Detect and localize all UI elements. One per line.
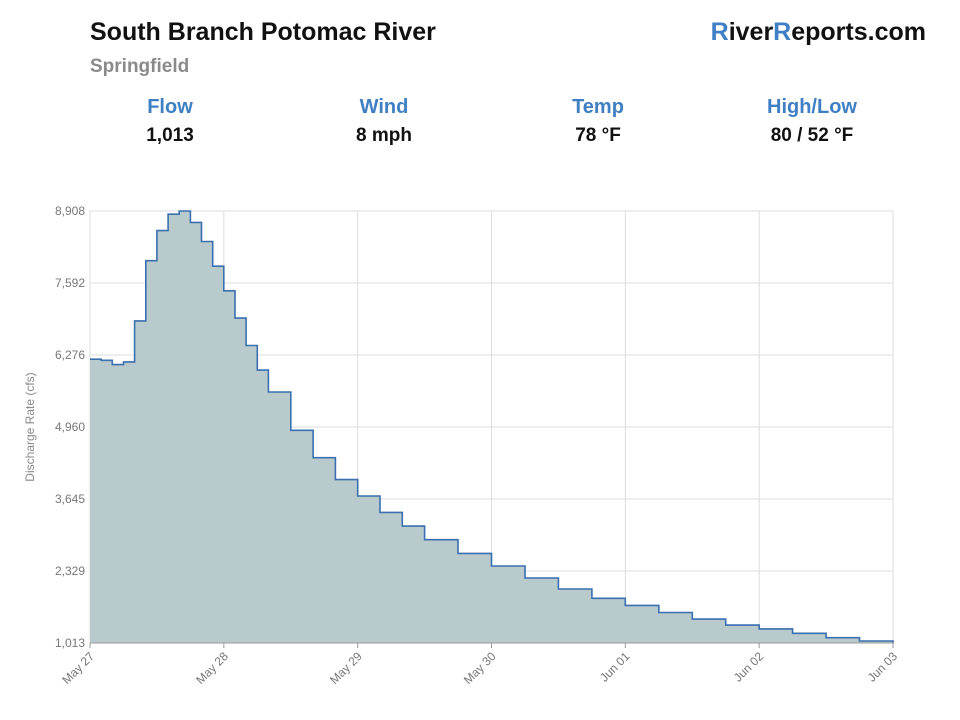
stat-wind-label: Wind	[359, 96, 409, 118]
y-tick-label: 6,276	[55, 348, 85, 362]
y-tick-label: 2,329	[55, 564, 85, 578]
stat-highlow: High/Low 80 / 52 °F	[712, 96, 912, 147]
stat-wind: Wind 8 mph	[284, 96, 484, 147]
brand-letter-r1: R	[710, 18, 729, 46]
brand-letter-r2: R	[773, 18, 792, 46]
x-tick-label: Jun 01	[597, 649, 633, 685]
stat-flow-value: 1,013	[146, 125, 194, 146]
stat-temp: Temp 78 °F	[498, 96, 698, 147]
x-tick-label: Jun 02	[731, 649, 767, 685]
stat-temp-label: Temp	[572, 96, 624, 118]
stat-highlow-label: High/Low	[767, 96, 857, 118]
stat-wind-value: 8 mph	[356, 125, 412, 146]
brand-part-2: eports.com	[791, 18, 926, 46]
y-tick-label: 1,013	[55, 636, 85, 650]
river-title: South Branch Potomac River	[90, 18, 436, 46]
x-tick-label: May 27	[59, 649, 97, 687]
stat-flow: Flow 1,013	[70, 96, 270, 147]
discharge-line	[90, 210, 894, 643]
x-tick-label: Jun 03	[865, 649, 901, 685]
brand-logo[interactable]: RiverReports.com	[711, 18, 926, 47]
x-tick-label: May 28	[193, 649, 231, 687]
x-tick-label: May 29	[327, 649, 365, 687]
y-tick-label: 4,960	[55, 420, 85, 434]
stat-highlow-value: 80 / 52 °F	[770, 125, 854, 146]
discharge-area	[90, 211, 893, 643]
brand-part-1: iver	[728, 18, 774, 46]
y-tick-label: 7,592	[55, 276, 85, 290]
y-tick-label: 3,645	[55, 492, 85, 506]
location-subtitle: Springfield	[90, 56, 190, 77]
x-tick-label: May 30	[461, 649, 499, 687]
stat-temp-value: 78 °F	[575, 125, 621, 146]
y-axis-title: Discharge Rate (cfs)	[23, 372, 37, 481]
stat-flow-label: Flow	[147, 96, 193, 118]
y-tick-label: 8,908	[55, 204, 85, 218]
